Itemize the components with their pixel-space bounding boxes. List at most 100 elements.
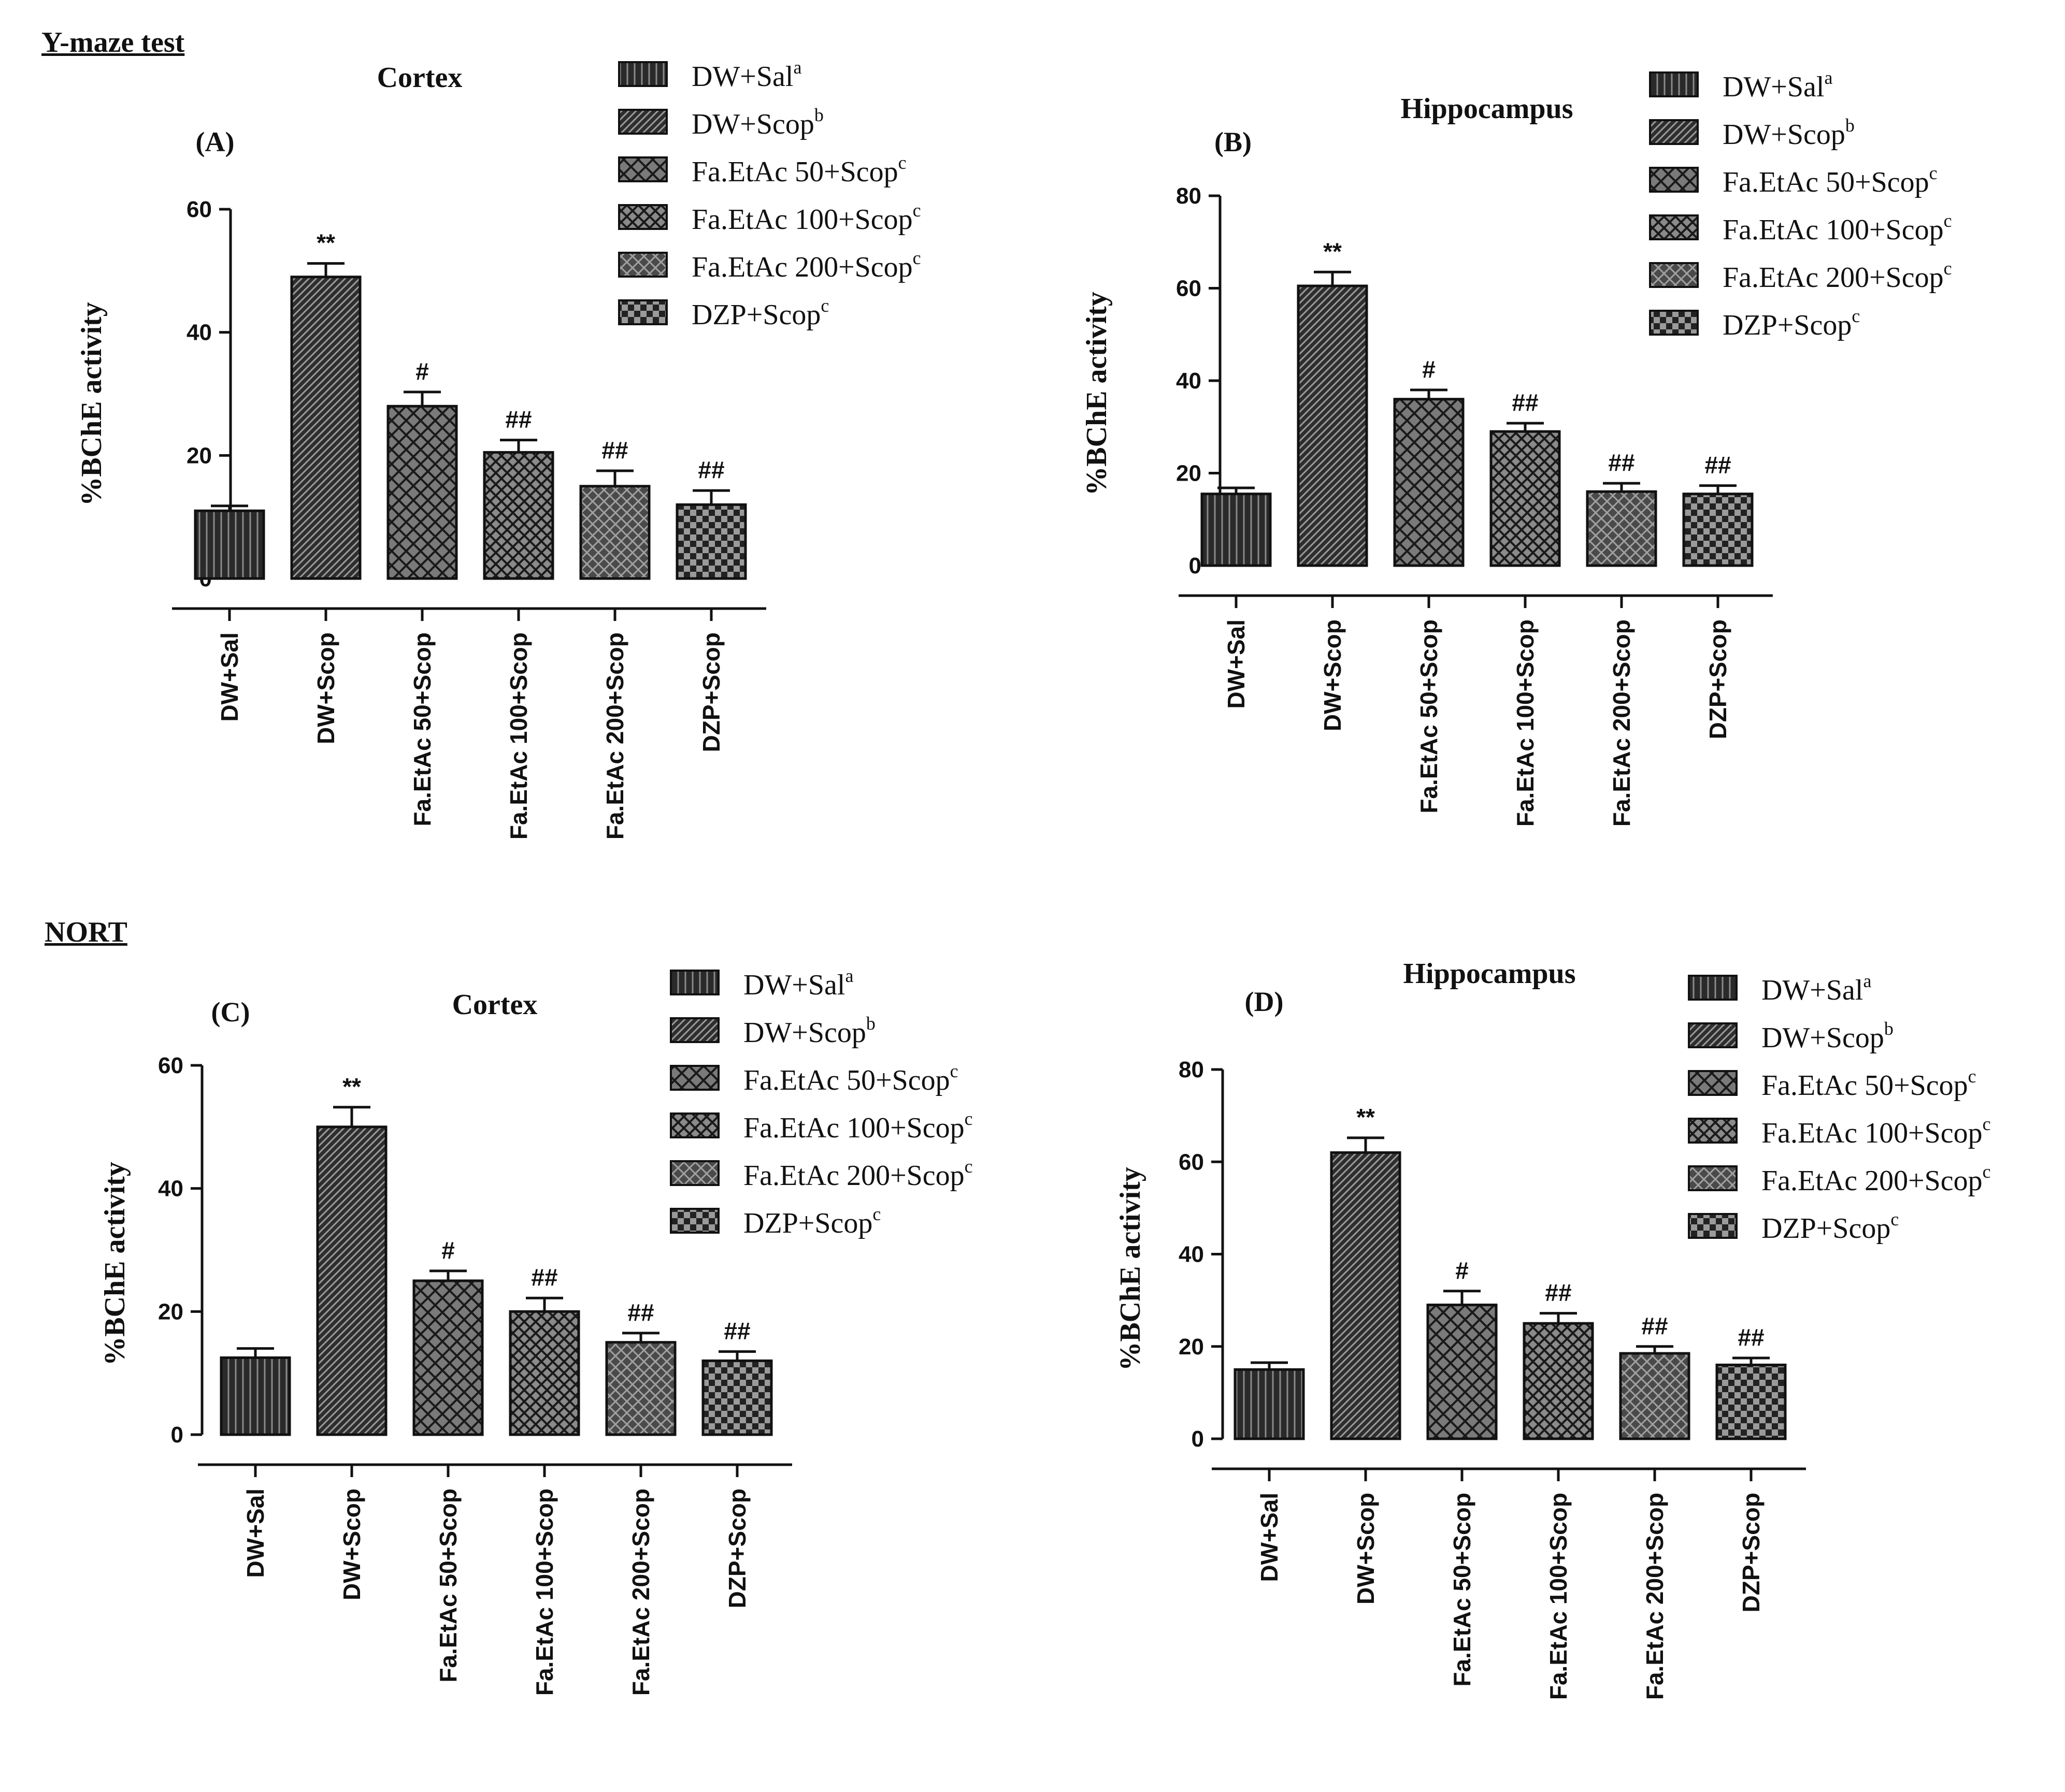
legend-item: DW+Scopb <box>618 105 824 140</box>
legend-label-superscript: c <box>821 295 829 316</box>
legend-label: DW+Sala <box>692 57 801 93</box>
legend-label-superscript: c <box>1890 1209 1899 1230</box>
legend-label: Fa.EtAc 100+Scopc <box>692 200 921 236</box>
legend-label: Fa.EtAc 100+Scopc <box>1761 1114 1991 1149</box>
bar <box>579 485 651 580</box>
legend-swatch <box>618 109 668 135</box>
legend-label: Fa.EtAc 50+Scopc <box>1723 163 1938 198</box>
legend-label-superscript: c <box>898 152 907 173</box>
significance-label: ## <box>1512 389 1538 416</box>
significance-label: ## <box>698 456 724 483</box>
legend-label-superscript: a <box>1824 67 1832 88</box>
y-tick-label: 20 <box>187 443 212 468</box>
legend-label-superscript: c <box>1929 163 1938 183</box>
y-tick-label: 60 <box>1176 276 1201 301</box>
legend-label-superscript: c <box>965 1156 973 1177</box>
charts-layer: Cortex (A) 0 20 40 60 %BChE activity DW+Sal ** DW… <box>76 57 1991 1700</box>
y-tick-label: 40 <box>187 320 212 345</box>
x-tick-label: DZP+Scop <box>698 632 725 752</box>
legend-swatch <box>1649 119 1699 145</box>
legend-label-superscript: c <box>1944 210 1952 231</box>
y-tick-label: 40 <box>1179 1242 1204 1267</box>
legend-item: Fa.EtAc 50+Scopc <box>1649 163 1938 198</box>
legend-label-superscript: c <box>1983 1161 1991 1182</box>
legend-item: Fa.EtAc 200+Scopc <box>1688 1161 1991 1197</box>
legend-label-superscript: b <box>814 105 824 125</box>
legend-label-text: DW+Sal <box>1761 974 1863 1006</box>
significance-label: ## <box>531 1264 557 1291</box>
section-label-nort: NORT <box>45 916 127 948</box>
legend-item: DW+Sala <box>670 965 853 1001</box>
bar <box>1330 1151 1401 1440</box>
legend-swatch <box>1649 167 1699 193</box>
legend-item: DZP+Scopc <box>618 295 829 331</box>
significance-label: ** <box>1323 238 1342 265</box>
legend-label-superscript: c <box>965 1108 973 1129</box>
y-tick-label: 0 <box>1189 553 1201 579</box>
legend-label: DW+Scopb <box>1723 115 1855 151</box>
significance-label: ** <box>342 1073 361 1100</box>
legend-label: Fa.EtAc 200+Scopc <box>1723 258 1952 294</box>
bar <box>701 1359 773 1436</box>
legend-swatch <box>1688 1165 1738 1191</box>
legend-label-text: DW+Sal <box>743 969 845 1001</box>
panel-label: (A) <box>196 126 235 157</box>
legend-label: DW+Scopb <box>1761 1018 1894 1054</box>
y-tick-label: 20 <box>1176 461 1201 486</box>
legend-item: DW+Scopb <box>1688 1018 1894 1054</box>
x-tick-label: Fa.EtAc 200+Scop <box>1641 1493 1668 1700</box>
legend-label-text: Fa.EtAc 100+Scop <box>692 204 913 236</box>
legend-label: Fa.EtAc 100+Scopc <box>743 1108 973 1144</box>
legend-label: DZP+Scopc <box>1723 306 1860 341</box>
legend-item: Fa.EtAc 50+Scopc <box>618 152 907 188</box>
y-axis-label: %BChE activity <box>99 1162 131 1366</box>
bar <box>220 1356 291 1436</box>
legend-label-superscript: a <box>845 965 853 986</box>
y-tick-label: 80 <box>1176 183 1201 209</box>
significance-label: # <box>1455 1257 1469 1284</box>
legend-label-text: Fa.EtAc 50+Scop <box>692 156 898 188</box>
x-tick-label: DZP+Scop <box>724 1488 751 1608</box>
legend-item: Fa.EtAc 100+Scopc <box>670 1108 973 1144</box>
y-tick-label: 60 <box>187 197 212 222</box>
legend-label: Fa.EtAc 200+Scopc <box>743 1156 973 1192</box>
legend-swatch <box>618 156 668 182</box>
legend-swatch <box>670 1208 720 1234</box>
legend-item: DW+Scopb <box>1649 115 1855 151</box>
significance-label: ## <box>1608 449 1634 476</box>
legend-label: Fa.EtAc 100+Scopc <box>1723 210 1952 246</box>
legend-label-text: Fa.EtAc 100+Scop <box>743 1112 965 1144</box>
bar <box>483 451 554 580</box>
legend-label-superscript: c <box>872 1204 881 1224</box>
significance-label: ## <box>1704 452 1731 479</box>
y-axis-label: %BChE activity <box>1081 292 1113 496</box>
legend-swatch <box>1649 71 1699 97</box>
bar <box>1426 1304 1498 1440</box>
x-tick-label: Fa.EtAc 200+Scop <box>627 1488 654 1696</box>
x-tick-label: DZP+Scop <box>1704 619 1731 739</box>
y-tick-label: 60 <box>158 1053 183 1078</box>
legend-label: Fa.EtAc 50+Scopc <box>1761 1066 1976 1102</box>
legend-label-superscript: b <box>1845 115 1855 136</box>
legend-swatch <box>1688 1118 1738 1144</box>
y-tick-label: 20 <box>1179 1334 1204 1360</box>
legend-label: Fa.EtAc 200+Scopc <box>692 248 921 283</box>
legend-label-text: Fa.EtAc 50+Scop <box>1723 166 1929 198</box>
bar <box>1393 398 1465 567</box>
chart-title: Hippocampus <box>1403 958 1576 990</box>
significance-label: ## <box>601 437 628 464</box>
significance-label: ** <box>317 229 335 256</box>
legend-swatch <box>618 299 668 325</box>
legend-label: DW+Sala <box>1761 971 1871 1006</box>
legend-label-superscript: c <box>913 248 921 268</box>
bar <box>1523 1322 1594 1440</box>
legend-label-superscript: b <box>866 1013 876 1034</box>
legend-label-text: DW+Scop <box>1761 1022 1884 1054</box>
legend-swatch <box>1649 310 1699 336</box>
x-tick-label: DW+Scop <box>1319 619 1346 731</box>
chart-title: Cortex <box>377 62 463 94</box>
legend-label-superscript: c <box>1983 1114 1991 1134</box>
legend-label-text: DZP+Scop <box>743 1207 872 1239</box>
